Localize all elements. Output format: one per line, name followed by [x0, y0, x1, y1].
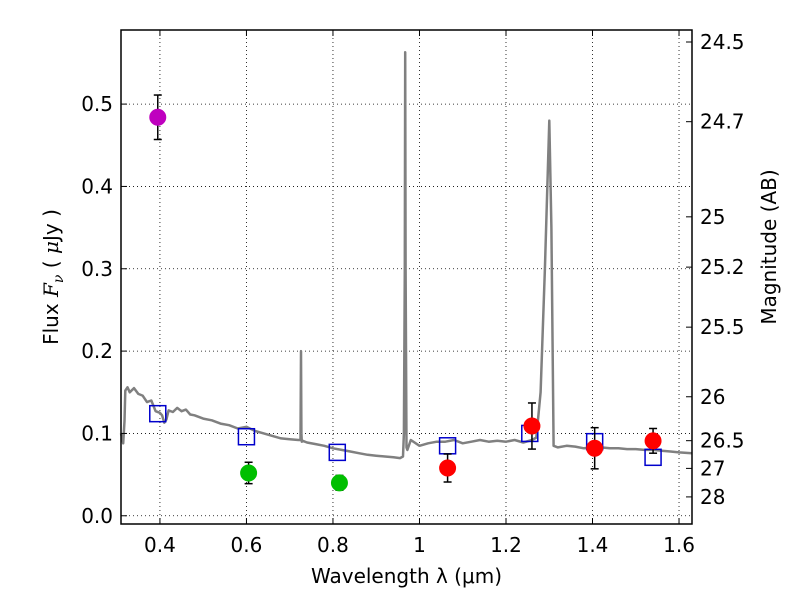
mag-tick-label: 25.5 [700, 315, 745, 339]
mag-tick-label: 26 [700, 385, 725, 409]
mag-tick-label: 24.5 [700, 30, 745, 54]
y-axis-label-left: Flux Fν ( μJy ) [39, 209, 67, 345]
ticks-layer: 0.4 0.6 0.8 1 1.2 1.4 1.6 0.0 0.1 0.2 0.3 0.4 0.5 24.… [81, 30, 744, 557]
x-tick-label: 0.8 [317, 533, 349, 557]
mag-tick-label: 27 [700, 456, 725, 480]
mag-tick-label: 24.7 [700, 110, 745, 134]
y-tick-label: 0.1 [81, 421, 113, 445]
y-tick-label: 0.3 [81, 257, 113, 281]
x-tick-label: 0.6 [231, 533, 263, 557]
y-label-subscript: ν [51, 274, 67, 283]
observed-data-point [523, 417, 541, 435]
observed-data-point [149, 108, 167, 126]
y-label-mu: μ [39, 241, 63, 254]
mag-tick-label: 28 [700, 485, 725, 509]
observed-data-point [586, 439, 604, 457]
y-tick-label: 0.4 [81, 174, 113, 198]
x-axis-label: Wavelength λ (μm) [311, 564, 502, 588]
model-spectrum-line [119, 50, 693, 460]
x-tick-label: 1 [413, 533, 426, 557]
x-tick-label: 0.4 [144, 533, 176, 557]
observed-data-point [439, 459, 457, 477]
y-axis-label-right: Magnitude (AB) [757, 169, 781, 324]
x-tick-label: 1.2 [490, 533, 522, 557]
y-tick-label: 0.2 [81, 339, 113, 363]
y-tick-label: 0.5 [81, 92, 113, 116]
y-label-symbol: F [39, 282, 63, 298]
model-photometry-marker [328, 443, 347, 462]
y-label-prefix: Flux [39, 297, 63, 345]
mag-tick-label: 25 [700, 205, 725, 229]
observed-data-point [330, 474, 348, 492]
x-tick-label: 1.6 [663, 533, 695, 557]
model-spectrum-layer [119, 50, 693, 460]
model-photometry-marker [237, 427, 256, 446]
mag-tick-label: 25.2 [700, 255, 745, 279]
y-tick-label: 0.0 [81, 504, 113, 528]
plot-frame [120, 29, 693, 525]
y-label-open: ( [39, 254, 63, 275]
model-photometry-marker [149, 404, 167, 423]
y-label-close: Jy ) [39, 209, 63, 243]
observed-data-point [240, 464, 258, 482]
x-tick-label: 1.4 [577, 533, 609, 557]
data-points-layer [149, 94, 662, 492]
observed-data-point [644, 432, 662, 450]
mag-tick-label: 26.5 [700, 429, 745, 453]
